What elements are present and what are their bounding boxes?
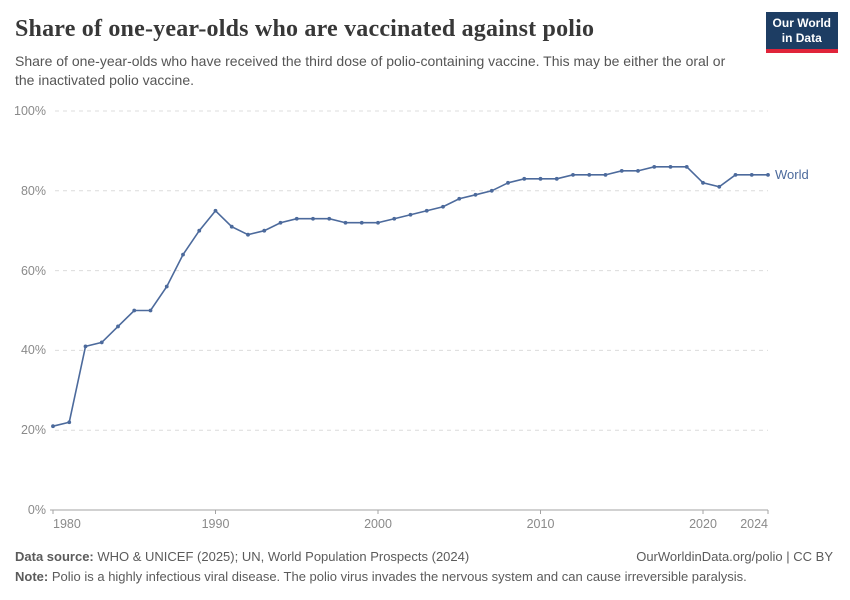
data-point-1990[interactable] [213, 208, 218, 213]
x-axis-tick-label: 2024 [740, 517, 768, 531]
data-point-2002[interactable] [408, 212, 413, 217]
data-point-2014[interactable] [603, 172, 608, 177]
y-axis-tick-label: 80% [20, 183, 46, 198]
y-axis-tick-label: 0% [27, 503, 46, 517]
data-point-1997[interactable] [327, 216, 332, 221]
data-point-1989[interactable] [197, 228, 202, 233]
data-point-1994[interactable] [278, 220, 283, 225]
data-point-2001[interactable] [392, 216, 397, 221]
data-point-2020[interactable] [701, 180, 705, 185]
x-axis-tick-label: 1980 [53, 517, 81, 531]
data-point-1992[interactable] [246, 232, 250, 237]
data-point-2012[interactable] [571, 172, 575, 177]
note-label: Note: [15, 569, 49, 584]
data-point-2007[interactable] [489, 188, 494, 193]
data-point-2017[interactable] [652, 164, 657, 169]
data-point-2022[interactable] [733, 172, 738, 177]
data-point-1988[interactable] [181, 252, 185, 257]
owid-url-link[interactable]: OurWorldinData.org/polio | CC BY [636, 549, 833, 564]
chart-subtitle: Share of one-year-olds who have received… [15, 53, 726, 88]
x-axis-tick-label: 2010 [526, 517, 555, 531]
data-point-1981[interactable] [67, 420, 72, 425]
data-point-1991[interactable] [229, 224, 234, 229]
data-point-2005[interactable] [457, 196, 462, 201]
data-point-2018[interactable] [668, 164, 673, 169]
data-point-1999[interactable] [359, 220, 364, 225]
note-value: Polio is a highly infectious viral disea… [48, 569, 747, 584]
owid-logo[interactable]: Our World in Data [765, 12, 838, 53]
data-source-label: Data source: [15, 549, 94, 564]
data-point-2010[interactable] [538, 176, 543, 181]
data-point-1996[interactable] [311, 216, 315, 221]
x-axis-tick-label: 2000 [364, 517, 392, 531]
owid-logo-line1: Our World [772, 16, 831, 30]
data-point-1982[interactable] [83, 344, 88, 349]
data-point-2016[interactable] [636, 168, 640, 173]
data-point-2004[interactable] [441, 204, 445, 209]
data-point-1995[interactable] [294, 216, 299, 221]
note-text: Note: Polio is a highly infectious viral… [15, 567, 747, 587]
data-point-2023[interactable] [749, 172, 754, 177]
x-axis-tick-label: 1990 [201, 517, 230, 531]
data-point-1985[interactable] [132, 308, 137, 313]
world-line-series[interactable] [52, 166, 768, 427]
page-title: Share of one-year-olds who are vaccinate… [15, 16, 595, 42]
y-axis-tick-label: 20% [20, 423, 46, 438]
data-point-1998[interactable] [343, 220, 348, 225]
data-point-1993[interactable] [262, 228, 267, 233]
data-point-2011[interactable] [554, 176, 559, 181]
data-point-2003[interactable] [424, 208, 429, 213]
data-source-text: Data source: WHO & UNICEF (2025); UN, Wo… [15, 547, 469, 567]
data-point-2021[interactable] [717, 184, 722, 189]
data-point-2000[interactable] [376, 220, 380, 225]
data-point-2008[interactable] [506, 180, 510, 185]
data-point-2006[interactable] [473, 192, 478, 197]
data-point-2024[interactable] [766, 172, 770, 177]
series-label-world[interactable]: World [775, 166, 809, 182]
chart-footer: Data source: WHO & UNICEF (2025); UN, Wo… [15, 547, 833, 587]
y-axis-tick-label: 60% [20, 263, 46, 278]
data-point-1987[interactable] [164, 284, 169, 289]
data-point-2009[interactable] [522, 176, 527, 181]
data-point-1980[interactable] [51, 424, 55, 429]
data-point-2019[interactable] [684, 164, 689, 169]
owid-logo-line2: in Data [781, 31, 822, 45]
y-axis-tick-label: 100% [14, 104, 46, 118]
y-axis-tick-label: 40% [20, 343, 46, 358]
data-point-2013[interactable] [587, 172, 592, 177]
data-source-value: WHO & UNICEF (2025); UN, World Populatio… [93, 549, 470, 564]
data-point-2015[interactable] [619, 168, 624, 173]
data-point-1983[interactable] [99, 340, 104, 345]
data-point-1984[interactable] [116, 324, 120, 329]
x-axis-tick-label: 2020 [689, 517, 717, 531]
data-point-1986[interactable] [148, 308, 153, 313]
